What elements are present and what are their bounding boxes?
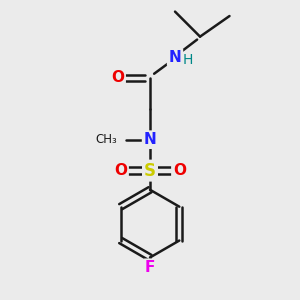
Text: O: O [111,70,124,86]
Text: O: O [114,163,127,178]
Text: F: F [145,260,155,275]
Text: S: S [144,162,156,180]
Text: CH₃: CH₃ [96,133,118,146]
Text: N: N [144,132,156,147]
Text: H: H [182,52,193,67]
Text: O: O [173,163,186,178]
Text: N: N [169,50,182,65]
